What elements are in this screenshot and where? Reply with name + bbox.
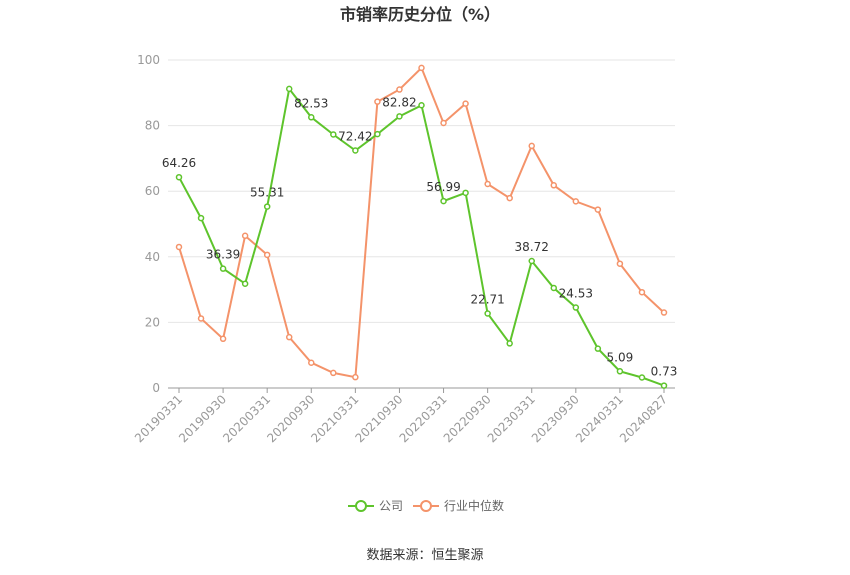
data-point[interactable] [396,86,403,93]
data-point[interactable] [616,368,624,375]
legend-item-0[interactable]: 公司 [348,499,403,513]
data-label: 64.26 [162,156,196,170]
data-label: 56.99 [426,180,460,194]
data-point[interactable] [484,180,491,188]
data-label: 38.72 [515,240,549,254]
data-point[interactable] [572,304,580,311]
data-point[interactable] [197,315,205,322]
data-label: 24.53 [559,287,593,301]
data-point[interactable] [330,369,337,377]
data-label: 55.31 [250,186,284,200]
chart-title: 市销率历史分位（%） [340,5,500,24]
data-point[interactable] [528,142,535,150]
series-group [175,64,668,389]
data-point[interactable] [219,335,227,343]
legend[interactable]: 公司 行业中位数 [348,498,504,513]
data-point[interactable] [418,64,425,72]
data-point[interactable] [550,182,558,189]
data-point[interactable] [241,280,249,287]
data-point[interactable] [462,100,469,107]
data-point[interactable] [594,206,602,213]
data-point[interactable] [285,333,293,341]
data-point[interactable] [308,114,315,121]
y-axis: 0 20 40 60 80 100 [137,53,160,395]
data-point[interactable] [374,130,381,138]
data-point[interactable] [175,173,183,181]
data-label: 72.42 [338,129,372,143]
data-point[interactable] [330,131,337,138]
data-point[interactable] [638,288,646,296]
y-tick-label: 20 [145,315,160,329]
data-point[interactable] [352,373,359,381]
data-point[interactable] [440,197,447,205]
x-axis: 2019033120190930202003312020093020210331… [132,387,675,445]
data-point[interactable] [572,198,580,205]
data-point[interactable] [660,309,668,316]
data-point[interactable] [660,382,668,389]
data-point[interactable] [506,340,513,347]
data-point[interactable] [616,260,624,267]
data-point[interactable] [175,243,183,251]
data-point[interactable] [638,374,646,381]
legend-marker [420,500,432,512]
x-tick-label: 20240827 [617,392,670,445]
data-point[interactable] [594,345,602,352]
series-line-0 [178,86,665,387]
y-tick-label: 60 [145,184,160,198]
data-label: 82.53 [294,96,328,110]
data-source: 数据来源：恒生聚源 [366,548,483,563]
data-point[interactable] [285,85,293,93]
legend-marker [355,500,367,512]
data-point[interactable] [374,98,381,105]
data-point[interactable] [484,310,491,317]
data-point[interactable] [308,359,315,366]
legend-label: 公司 [379,499,403,513]
data-label: 0.73 [651,365,678,379]
legend-label: 行业中位数 [444,498,504,513]
data-point[interactable] [219,265,227,272]
data-point[interactable] [241,232,249,240]
data-point[interactable] [352,147,359,154]
data-point[interactable] [550,284,558,292]
y-tick-label: 40 [145,250,160,264]
data-point[interactable] [396,113,403,120]
y-tick-label: 100 [137,53,160,67]
data-label: 5.09 [607,350,634,364]
y-tick-label: 0 [152,381,160,395]
data-label: 82.82 [382,95,416,109]
legend-item-1[interactable]: 行业中位数 [413,498,504,513]
data-point[interactable] [462,189,469,197]
data-point[interactable] [197,214,205,222]
data-label: 36.39 [206,248,240,262]
data-point[interactable] [263,203,271,210]
data-point[interactable] [263,251,271,259]
data-point[interactable] [418,102,425,109]
y-tick-label: 80 [145,119,160,133]
data-point[interactable] [440,119,447,127]
data-point[interactable] [506,194,513,202]
series-line-1 [178,66,665,379]
data-point[interactable] [528,257,535,265]
data-labels: 64.26 36.39 55.31 82.53 72.42 82.82 56.99 22.71… [162,95,678,378]
data-label: 22.71 [470,293,504,307]
